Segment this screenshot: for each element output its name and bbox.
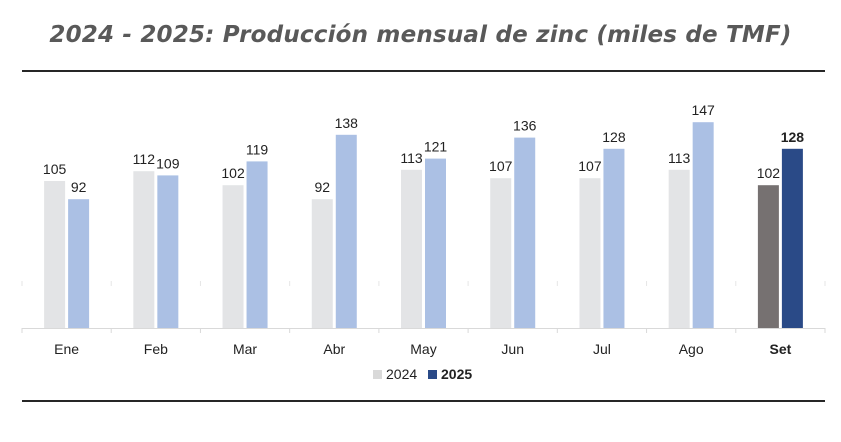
data-label-2024-Abr: 92 [314, 179, 330, 195]
bar-2025-Jun [514, 137, 536, 328]
bar-2025-Abr [335, 134, 357, 328]
data-label-2024-Ago: 113 [668, 150, 691, 166]
data-label-2024-Feb: 112 [133, 151, 156, 167]
x-tick-label-Feb: Feb [144, 341, 168, 357]
x-tick-label-Jun: Jun [501, 341, 524, 357]
data-label-2025-Mar: 119 [246, 141, 269, 157]
legend-swatch-2025 [428, 370, 437, 379]
data-label-2024-Jun: 107 [489, 158, 513, 174]
bar-2025-Ago [692, 122, 714, 328]
chart-title: 2024 - 2025: Producción mensual de zinc … [49, 22, 792, 48]
x-tick-label-Abr: Abr [323, 341, 345, 357]
bar-2024-Jul [579, 178, 601, 328]
bar-2024-Abr [311, 199, 333, 328]
legend-label-2024: 2024 [386, 366, 417, 382]
x-tick-label-Set: Set [769, 341, 791, 357]
data-label-2025-Feb: 109 [156, 155, 180, 171]
bar-2025-Feb [157, 175, 179, 328]
legend: 2024 2025 [373, 366, 472, 382]
bar-2024-Set [757, 185, 779, 328]
data-label-2025-Jul: 128 [602, 129, 626, 145]
bar-2024-Ago [668, 169, 690, 328]
bar-2025-Jul [603, 148, 625, 328]
bar-2024-Mar [222, 185, 244, 328]
x-tick-label-Ene: Ene [54, 341, 79, 357]
legend-swatch-2024 [373, 370, 382, 379]
data-label-2024-May: 113 [400, 150, 423, 166]
data-label-2025-Jun: 136 [513, 118, 537, 134]
data-label-2024-Set: 102 [757, 165, 781, 181]
bar-2025-May [425, 158, 446, 328]
x-tick-label-Ago: Ago [679, 341, 704, 357]
data-label-2025-May: 121 [424, 139, 448, 155]
data-label-2025-Ene: 92 [71, 179, 87, 195]
data-label-2025-Ago: 147 [691, 102, 715, 118]
bar-2025-Ene [68, 199, 90, 328]
data-label-2024-Mar: 102 [221, 165, 245, 181]
data-label-2025-Set: 128 [781, 129, 805, 145]
x-tick-label-May: May [410, 341, 436, 357]
x-tick-label-Jul: Jul [593, 341, 611, 357]
x-tick-label-Mar: Mar [233, 341, 257, 357]
data-label-2025-Abr: 138 [335, 115, 359, 131]
bar-2025-Mar [246, 161, 268, 328]
legend-label-2025: 2025 [441, 366, 472, 382]
bar-2024-Feb [133, 171, 155, 328]
data-label-2024-Ene: 105 [43, 161, 67, 177]
bar-2024-Ene [44, 181, 66, 328]
bar-2025-Set [781, 148, 803, 328]
data-label-2024-Jul: 107 [578, 158, 602, 174]
bar-2024-May [401, 169, 422, 328]
bar-2024-Jun [490, 178, 512, 328]
